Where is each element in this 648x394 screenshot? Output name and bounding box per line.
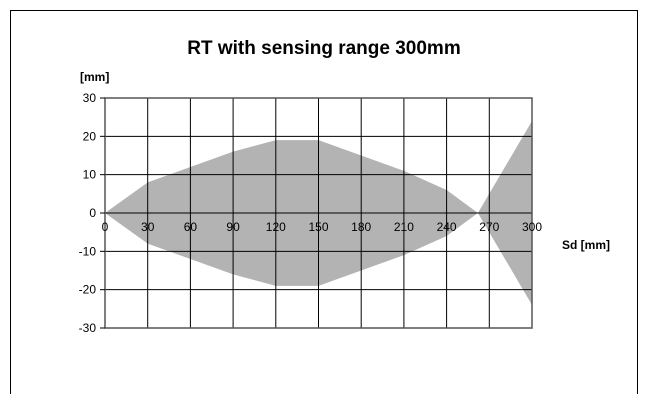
x-tick-label: 300 (522, 220, 542, 234)
y-tick-label: -20 (79, 283, 97, 297)
x-tick-label: 240 (437, 220, 457, 234)
y-axis-label: [mm] (80, 70, 109, 84)
x-tick-label: 60 (184, 220, 198, 234)
x-tick-label: 270 (479, 220, 499, 234)
chart-frame (10, 10, 638, 394)
x-tick-label: 210 (394, 220, 414, 234)
x-tick-label: 180 (351, 220, 371, 234)
y-tick-label: 30 (83, 91, 97, 105)
x-tick-label: 30 (141, 220, 155, 234)
x-tick-label: 90 (226, 220, 240, 234)
y-tick-label: 20 (83, 129, 97, 143)
y-tick-label: 0 (89, 206, 96, 220)
y-tick-label: -30 (79, 321, 97, 335)
chart-title: RT with sensing range 300mm (187, 38, 461, 59)
y-tick-label: 10 (83, 168, 97, 182)
x-tick-label: 0 (102, 220, 109, 234)
x-axis-label: Sd [mm] (562, 238, 610, 252)
x-tick-label: 120 (266, 220, 286, 234)
x-tick-label: 150 (308, 220, 328, 234)
y-tick-label: -10 (79, 244, 97, 258)
